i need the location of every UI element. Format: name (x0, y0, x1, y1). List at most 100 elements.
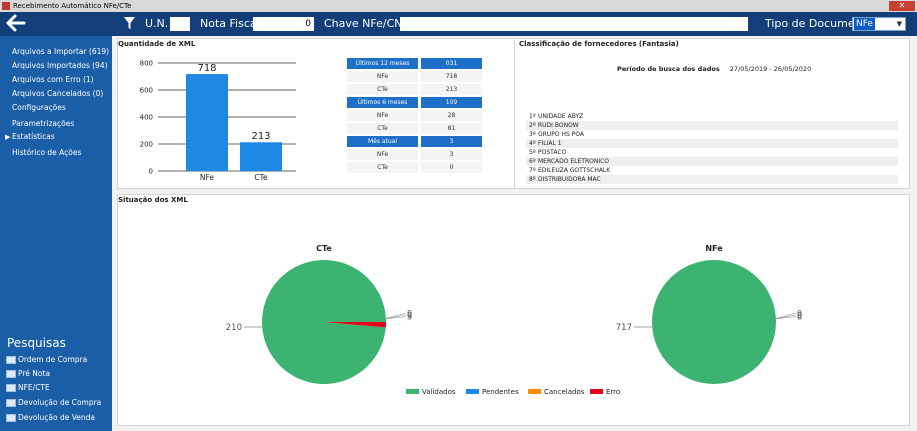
stat-label: NFe (347, 110, 418, 121)
active-arrow-icon: ▶ (5, 133, 11, 141)
pie-value-label: 0 (407, 311, 412, 320)
pesquisa-label: Devolução de Compra (18, 398, 102, 407)
bar-cte (240, 142, 282, 171)
un-input[interactable] (170, 17, 190, 31)
y-tick-label: 200 (140, 141, 153, 149)
periodo-value: 27/05/2019 - 26/05/2020 (729, 65, 812, 73)
stat-label: CTe (347, 123, 418, 134)
document-icon (6, 384, 16, 392)
ranking-position: 7º (529, 167, 536, 174)
un-label: U.N. (145, 17, 169, 30)
ranking-name: GRUPO HS POA (538, 131, 585, 138)
ranking-position: 1º (529, 113, 536, 120)
pie-value-label: 0 (407, 309, 412, 318)
periodo-label: Período de busca dos dados (617, 65, 720, 73)
ranking-row[interactable]: 3º GRUPO HS POA (526, 130, 898, 139)
situacao-panel: Situação dos XML CTe 210 0 0 3 NFe 717 0 0 0 Valid… (117, 194, 910, 426)
x-tick-label: CTe (254, 173, 268, 182)
ranking-name: FILIAL 1 (538, 140, 562, 147)
chave-input[interactable] (400, 17, 748, 31)
pie-slice-validados (652, 260, 776, 384)
pesquisa-nfe-cte[interactable]: NFE/CTE (6, 383, 50, 393)
close-button[interactable]: ✕ (889, 1, 915, 11)
ranking-position: 6º (529, 158, 536, 165)
bar-chart: 0 200 400 600 800 718 NFe 213 CTe (140, 60, 296, 182)
legend-swatch-validados (406, 389, 419, 394)
pie-leader-line (773, 316, 797, 320)
y-tick-label: 400 (140, 114, 153, 122)
pesquisa-ordem-compra[interactable]: Ordem de Compra (6, 355, 87, 365)
stat-label: Mês atual (347, 136, 418, 147)
x-tick-label: NFe (200, 173, 215, 182)
stat-label: Últimos 12 meses (347, 58, 418, 69)
pesquisas-title: Pesquisas (7, 336, 66, 350)
ranking-name: RUDI BONOW (538, 122, 579, 129)
pesquisa-pre-nota[interactable]: Pré Nota (6, 369, 50, 379)
tipo-documento-value: NFe (854, 18, 875, 30)
legend-label: Validados (422, 388, 456, 396)
tipo-documento-select[interactable]: NFe ▼ (852, 17, 906, 31)
pie-leader-line (383, 314, 407, 320)
sidebar-item-estatisticas[interactable]: Estatísticas (12, 132, 55, 141)
ranking-row[interactable]: 6º MERCADO ELETRONICO (526, 157, 898, 166)
ranking-position: 4º (529, 140, 536, 147)
ranking-row[interactable]: 8º DISTRIBUIDORA MAC (526, 175, 898, 184)
stat-value: 0 (421, 162, 482, 173)
pie-leader-line (773, 314, 797, 320)
ranking-position: 5º (529, 149, 536, 156)
stat-value: 109 (421, 97, 482, 108)
sidebar-item-historico[interactable]: Histórico de Ações (12, 148, 82, 157)
pie-leader-line (383, 312, 407, 320)
title-bar: Recebimento Automático NFe/CTe ✕ (0, 0, 917, 12)
stat-label: Últimos 6 meses (347, 97, 418, 108)
ranking-row[interactable]: 7º EDILEUZA GOTTSCHALK (526, 166, 898, 175)
filter-icon[interactable] (124, 16, 135, 34)
pie-value-label: 210 (226, 323, 242, 333)
back-arrow-icon[interactable] (6, 14, 28, 34)
ranking-name: EDILEUZA GOTTSCHALK (538, 167, 611, 174)
pesquisa-label: NFE/CTE (18, 383, 50, 392)
sidebar-item-arquivos-erro[interactable]: Arquivos com Erro (1) (12, 75, 94, 84)
ranking-row[interactable]: 4º FILIAL 1 (526, 139, 898, 148)
pie-leader-line (383, 316, 407, 320)
pie-slice-erro (324, 322, 386, 328)
pesquisa-devolucao-compra[interactable]: Devolução de Compra (6, 398, 101, 408)
ranking-position: 3º (529, 131, 536, 138)
ranking-row[interactable]: 1º UNIDADE ABYZ (526, 112, 898, 121)
ranking-row[interactable]: 2º RUDI BONOW (526, 121, 898, 130)
stat-label: CTe (347, 84, 418, 95)
sidebar-item-arquivos-importados[interactable]: Arquivos Importados (94) (12, 61, 108, 70)
quantidade-xml-panel: Quantidade de XML 0 200 400 600 800 718 NFe 213… (117, 38, 515, 189)
document-icon (6, 370, 16, 378)
legend-swatch-pendentes (466, 389, 479, 394)
filter-bar: U.N. Nota Fiscal 0 Chave NFe/CNPJ Tipo d… (0, 12, 917, 36)
stat-value: 031 (421, 58, 482, 69)
stat-value: 718 (421, 71, 482, 82)
pie-title-cte: CTe (316, 244, 332, 253)
sidebar: Arquivos a Importar (619) Arquivos Impor… (0, 36, 112, 431)
bar-nfe (186, 74, 228, 171)
legend-label: Pendentes (482, 388, 519, 396)
sidebar-item-arquivos-importar[interactable]: Arquivos a Importar (619) (12, 47, 110, 56)
pie-value-label: 3 (407, 313, 412, 322)
ranking-name: DISTRIBUIDORA MAC (538, 176, 601, 183)
main-content: Quantidade de XML 0 200 400 600 800 718 NFe 213… (112, 36, 917, 431)
bar-data-label: 718 (197, 63, 216, 74)
pesquisa-devolucao-venda[interactable]: Devolução de Venda (6, 413, 95, 423)
fornecedores-title: Classificação de fornecedores (Fantasia) (519, 40, 679, 48)
ranking-position: 8º (529, 176, 536, 183)
window-title: Recebimento Automático NFe/CTe (13, 2, 132, 10)
stat-value: 3 (421, 136, 482, 147)
periodo-row: Período de busca dos dados 27/05/2019 - … (617, 65, 811, 73)
y-tick-label: 800 (140, 60, 153, 68)
sidebar-item-configuracoes[interactable]: Configurações (12, 103, 66, 112)
sidebar-item-arquivos-cancelados[interactable]: Arquivos Cancelados (0) (12, 89, 104, 98)
nota-fiscal-input[interactable]: 0 (253, 17, 314, 31)
ranking-name: POSTACO (538, 149, 567, 156)
stat-label: NFe (347, 71, 418, 82)
stat-value: 213 (421, 84, 482, 95)
pie-value-label: 0 (797, 311, 802, 320)
ranking-row[interactable]: 5º POSTACO (526, 148, 898, 157)
sidebar-item-parametrizacoes[interactable]: Parametrizações (12, 119, 75, 128)
